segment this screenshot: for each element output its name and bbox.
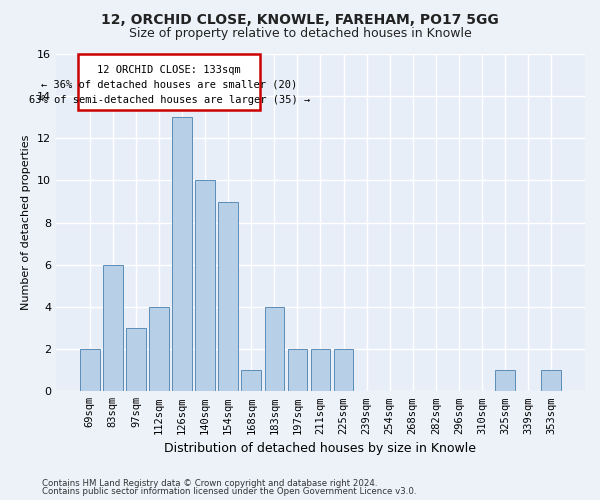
Text: 12, ORCHID CLOSE, KNOWLE, FAREHAM, PO17 5GG: 12, ORCHID CLOSE, KNOWLE, FAREHAM, PO17 … <box>101 12 499 26</box>
Text: ← 36% of detached houses are smaller (20): ← 36% of detached houses are smaller (20… <box>41 80 298 90</box>
Bar <box>149 307 169 392</box>
Y-axis label: Number of detached properties: Number of detached properties <box>22 135 31 310</box>
Bar <box>126 328 146 392</box>
Bar <box>334 349 353 392</box>
Text: Size of property relative to detached houses in Knowle: Size of property relative to detached ho… <box>128 28 472 40</box>
Bar <box>172 117 192 392</box>
Bar <box>78 54 260 110</box>
X-axis label: Distribution of detached houses by size in Knowle: Distribution of detached houses by size … <box>164 442 476 455</box>
Bar <box>218 202 238 392</box>
Text: Contains public sector information licensed under the Open Government Licence v3: Contains public sector information licen… <box>42 487 416 496</box>
Text: Contains HM Land Registry data © Crown copyright and database right 2024.: Contains HM Land Registry data © Crown c… <box>42 478 377 488</box>
Bar <box>311 349 330 392</box>
Bar <box>80 349 100 392</box>
Text: 12 ORCHID CLOSE: 133sqm: 12 ORCHID CLOSE: 133sqm <box>97 64 241 74</box>
Bar <box>265 307 284 392</box>
Bar <box>541 370 561 392</box>
Bar <box>103 265 122 392</box>
Bar <box>241 370 261 392</box>
Bar <box>287 349 307 392</box>
Bar <box>495 370 515 392</box>
Text: 63% of semi-detached houses are larger (35) →: 63% of semi-detached houses are larger (… <box>29 95 310 105</box>
Bar <box>196 180 215 392</box>
